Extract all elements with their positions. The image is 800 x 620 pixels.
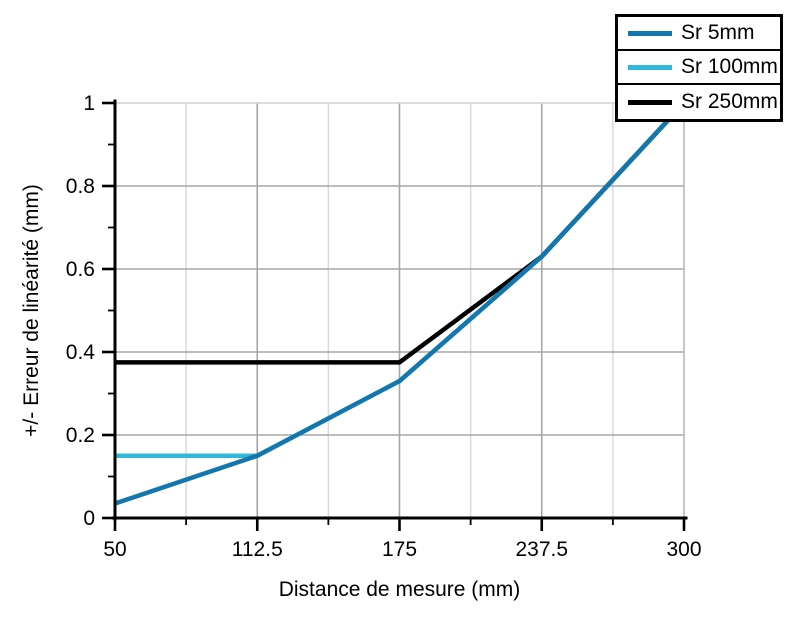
legend-label-sr-100mm: Sr 100mm: [681, 55, 778, 78]
y-tick-label: 0: [83, 507, 95, 530]
x-tick-label: 112.5: [232, 538, 283, 561]
y-tick-label: 0.4: [66, 341, 96, 364]
x-axis-title: Distance de mesure (mm): [279, 578, 521, 601]
legend-swatch-sr-100mm: [628, 64, 672, 70]
x-tick-label: 175: [382, 538, 417, 561]
y-tick-label: 0.6: [66, 258, 95, 281]
legend-item-sr-100mm: Sr 100mm: [618, 51, 780, 85]
y-tick-label: 1: [83, 92, 95, 115]
legend-item-sr-5mm: Sr 5mm: [618, 17, 780, 51]
x-tick-label: 237.5: [515, 538, 568, 561]
legend-swatch-sr-5mm: [628, 30, 672, 36]
y-tick-label: 0.2: [66, 424, 95, 447]
legend: Sr 5mm Sr 100mm Sr 250mm: [615, 14, 783, 122]
legend-label-sr-5mm: Sr 5mm: [681, 21, 755, 44]
legend-label-sr-250mm: Sr 250mm: [681, 90, 778, 113]
x-tick-label: 50: [103, 538, 126, 561]
legend-swatch-sr-250mm: [628, 99, 672, 105]
legend-item-sr-250mm: Sr 250mm: [618, 85, 780, 119]
x-tick-label: 300: [666, 538, 701, 561]
y-axis-title: +/- Erreur de linéarité (mm): [20, 184, 43, 437]
y-tick-label: 0.8: [66, 175, 95, 198]
series-line-sr-5mm: [114, 101, 686, 506]
